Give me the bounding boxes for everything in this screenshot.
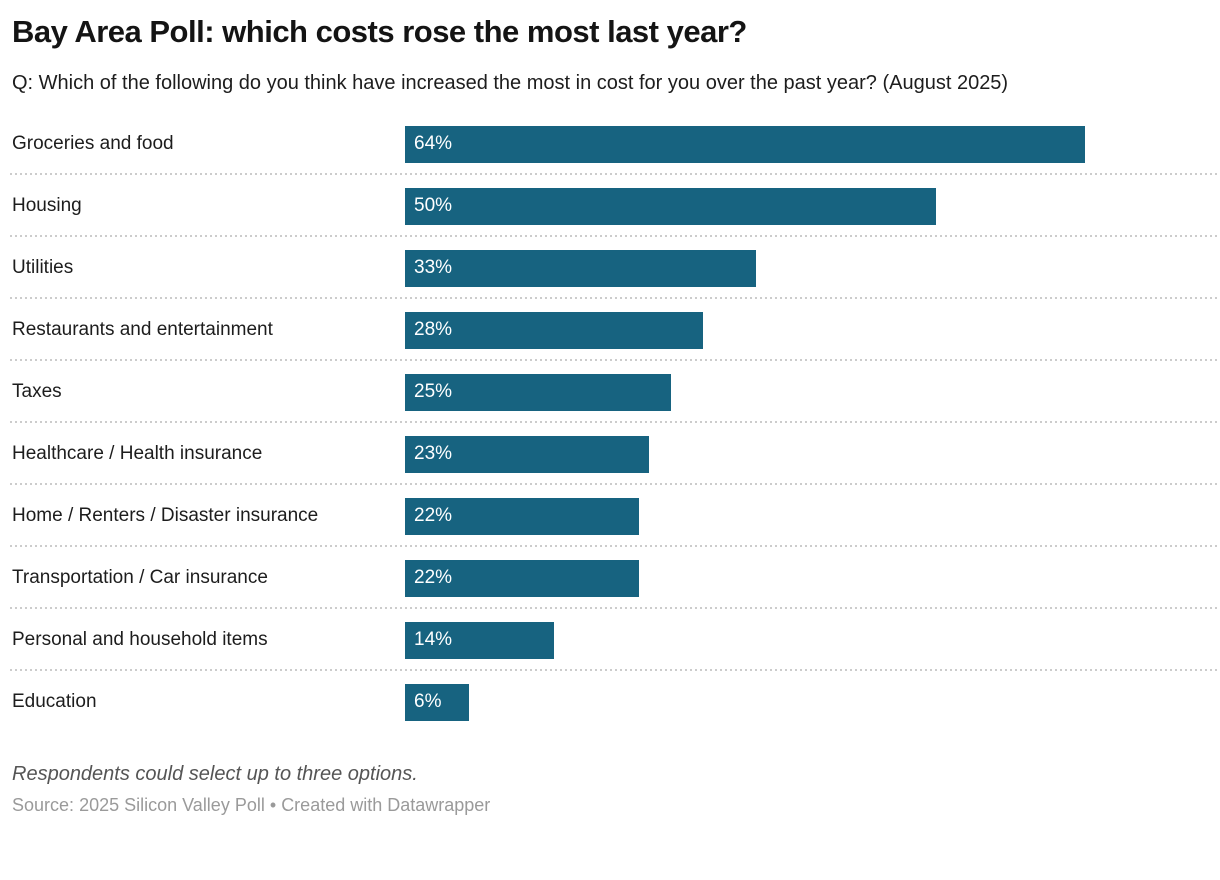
bar-track: 33% xyxy=(405,249,1220,287)
category-label: Healthcare / Health insurance xyxy=(12,443,263,465)
value-label: 33% xyxy=(414,257,453,279)
chart-title: Bay Area Poll: which costs rose the most… xyxy=(12,14,747,49)
category-label: Home / Renters / Disaster insurance xyxy=(12,505,319,527)
bar-track: 50% xyxy=(405,187,1220,225)
chart-row: Education 6% xyxy=(0,671,1220,733)
source-separator: • xyxy=(269,795,277,816)
category-label: Transportation / Car insurance xyxy=(12,567,268,589)
chart-subtitle: Q: Which of the following do you think h… xyxy=(12,71,1009,94)
chart-row: Personal and household items 14% xyxy=(0,609,1220,672)
bar: 33% xyxy=(405,249,756,287)
category-label: Restaurants and entertainment xyxy=(12,319,273,341)
category-label: Personal and household items xyxy=(12,629,268,651)
bar-track: 14% xyxy=(405,621,1220,659)
category-label: Utilities xyxy=(12,257,74,279)
chart-row: Healthcare / Health insurance 23% xyxy=(0,423,1220,486)
bar: 64% xyxy=(405,125,1085,163)
bar-track: 25% xyxy=(405,373,1220,411)
chart-row: Housing 50% xyxy=(0,175,1220,238)
bar: 6% xyxy=(405,683,469,721)
bar-track: 6% xyxy=(405,683,1220,721)
bar-track: 23% xyxy=(405,435,1220,473)
value-label: 22% xyxy=(414,505,453,527)
value-label: 22% xyxy=(414,567,453,589)
bar: 23% xyxy=(405,435,649,473)
chart-row: Transportation / Car insurance 22% xyxy=(0,547,1220,610)
bar: 28% xyxy=(405,311,703,349)
category-label: Education xyxy=(12,691,97,713)
chart-row: Utilities 33% xyxy=(0,237,1220,300)
chart-row: Groceries and food 64% xyxy=(0,113,1220,176)
bar: 50% xyxy=(405,187,936,225)
chart-row: Home / Renters / Disaster insurance 22% xyxy=(0,485,1220,548)
chart-note: Respondents could select up to three opt… xyxy=(12,763,418,786)
attribution-link[interactable]: Created with Datawrapper xyxy=(281,795,491,816)
bar-track: 28% xyxy=(405,311,1220,349)
value-label: 28% xyxy=(414,319,453,341)
bar: 22% xyxy=(405,559,639,597)
source-name: 2025 Silicon Valley Poll xyxy=(79,795,265,816)
category-label: Taxes xyxy=(12,381,62,403)
value-label: 23% xyxy=(414,443,453,465)
bar-track: 64% xyxy=(405,125,1220,163)
value-label: 14% xyxy=(414,629,453,651)
value-label: 6% xyxy=(414,691,442,713)
value-label: 50% xyxy=(414,195,453,217)
source-label: Source: xyxy=(12,795,75,816)
bar: 14% xyxy=(405,621,554,659)
chart-source: Source: 2025 Silicon Valley Poll • Creat… xyxy=(12,795,1208,816)
value-label: 64% xyxy=(414,133,453,155)
bar: 25% xyxy=(405,373,671,411)
chart-row: Restaurants and entertainment 28% xyxy=(0,299,1220,362)
bar-track: 22% xyxy=(405,559,1220,597)
bar-chart: Groceries and food 64% Housing 50% Utilities… xyxy=(0,113,1220,733)
bar-track: 22% xyxy=(405,497,1220,535)
bar: 22% xyxy=(405,497,639,535)
value-label: 25% xyxy=(414,381,453,403)
category-label: Groceries and food xyxy=(12,133,174,155)
category-label: Housing xyxy=(12,195,82,217)
chart-row: Taxes 25% xyxy=(0,361,1220,424)
